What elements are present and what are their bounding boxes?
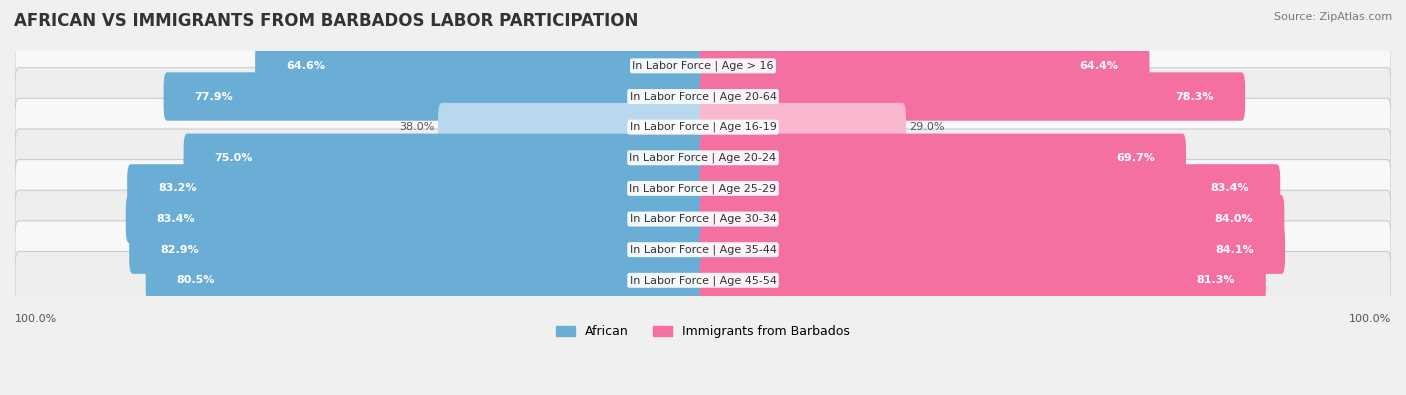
FancyBboxPatch shape (700, 195, 1284, 243)
FancyBboxPatch shape (15, 221, 1391, 278)
FancyBboxPatch shape (184, 134, 706, 182)
FancyBboxPatch shape (15, 98, 1391, 156)
FancyBboxPatch shape (700, 226, 1285, 274)
Text: AFRICAN VS IMMIGRANTS FROM BARBADOS LABOR PARTICIPATION: AFRICAN VS IMMIGRANTS FROM BARBADOS LABO… (14, 12, 638, 30)
Text: 83.2%: 83.2% (157, 183, 197, 194)
FancyBboxPatch shape (129, 226, 706, 274)
FancyBboxPatch shape (125, 195, 706, 243)
FancyBboxPatch shape (15, 37, 1391, 95)
FancyBboxPatch shape (700, 134, 1187, 182)
Text: 64.6%: 64.6% (285, 61, 325, 71)
FancyBboxPatch shape (15, 252, 1391, 309)
Text: 81.3%: 81.3% (1197, 275, 1234, 285)
Text: In Labor Force | Age 25-29: In Labor Force | Age 25-29 (630, 183, 776, 194)
Text: 100.0%: 100.0% (1348, 314, 1391, 324)
FancyBboxPatch shape (254, 41, 706, 90)
FancyBboxPatch shape (127, 164, 706, 213)
Text: In Labor Force | Age 20-24: In Labor Force | Age 20-24 (630, 152, 776, 163)
Text: 100.0%: 100.0% (15, 314, 58, 324)
Text: 64.4%: 64.4% (1080, 61, 1119, 71)
Text: 77.9%: 77.9% (194, 92, 233, 102)
Text: 84.0%: 84.0% (1215, 214, 1253, 224)
FancyBboxPatch shape (15, 68, 1391, 125)
FancyBboxPatch shape (700, 41, 1150, 90)
Text: 83.4%: 83.4% (1211, 183, 1250, 194)
Text: 29.0%: 29.0% (910, 122, 945, 132)
Text: In Labor Force | Age 16-19: In Labor Force | Age 16-19 (630, 122, 776, 132)
FancyBboxPatch shape (700, 72, 1246, 121)
FancyBboxPatch shape (15, 129, 1391, 186)
Text: 78.3%: 78.3% (1175, 92, 1215, 102)
FancyBboxPatch shape (15, 160, 1391, 217)
FancyBboxPatch shape (146, 256, 706, 305)
FancyBboxPatch shape (439, 103, 706, 151)
Text: In Labor Force | Age > 16: In Labor Force | Age > 16 (633, 60, 773, 71)
Text: 82.9%: 82.9% (160, 245, 198, 255)
Text: In Labor Force | Age 45-54: In Labor Force | Age 45-54 (630, 275, 776, 286)
Text: In Labor Force | Age 35-44: In Labor Force | Age 35-44 (630, 245, 776, 255)
FancyBboxPatch shape (700, 164, 1281, 213)
Text: 69.7%: 69.7% (1116, 153, 1154, 163)
FancyBboxPatch shape (15, 190, 1391, 248)
Text: 84.1%: 84.1% (1215, 245, 1254, 255)
Text: 75.0%: 75.0% (215, 153, 253, 163)
Text: 83.4%: 83.4% (156, 214, 195, 224)
FancyBboxPatch shape (700, 256, 1265, 305)
Text: In Labor Force | Age 20-64: In Labor Force | Age 20-64 (630, 91, 776, 102)
Text: In Labor Force | Age 30-34: In Labor Force | Age 30-34 (630, 214, 776, 224)
FancyBboxPatch shape (700, 103, 905, 151)
Legend: African, Immigrants from Barbados: African, Immigrants from Barbados (551, 320, 855, 343)
FancyBboxPatch shape (163, 72, 706, 121)
Text: 38.0%: 38.0% (399, 122, 434, 132)
Text: 80.5%: 80.5% (177, 275, 215, 285)
Text: Source: ZipAtlas.com: Source: ZipAtlas.com (1274, 12, 1392, 22)
